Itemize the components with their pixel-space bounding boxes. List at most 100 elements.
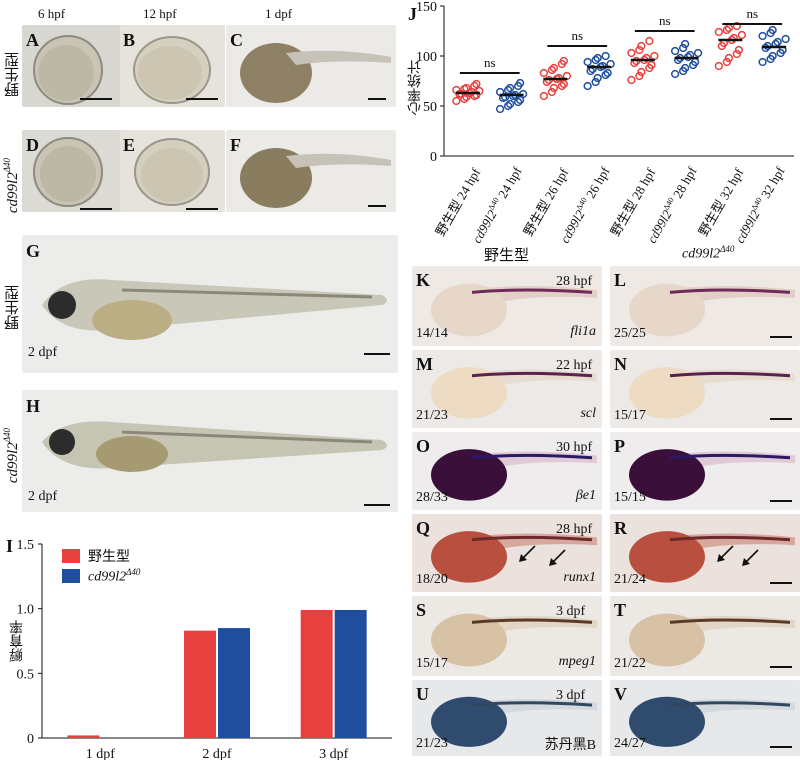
scale-bar xyxy=(770,666,792,668)
scale-bar xyxy=(186,98,218,100)
data-point xyxy=(637,41,646,51)
panel-G-side-label: 野生型 xyxy=(5,285,21,330)
ish-gene: mpeg1 xyxy=(558,654,596,669)
data-point xyxy=(503,85,513,95)
y-tick-label: 50 xyxy=(423,100,437,115)
panel-label-N: N xyxy=(614,354,627,374)
panel-K-image xyxy=(412,266,602,346)
data-point xyxy=(591,55,600,65)
scale-bar xyxy=(770,582,792,584)
ish-count-right: 21/22 xyxy=(614,656,646,671)
ish-gene: fli1a xyxy=(570,324,596,339)
legend-label: 野生型 xyxy=(88,550,130,565)
panel-label-Q: Q xyxy=(416,518,431,538)
panel-A-image xyxy=(22,25,122,107)
ish-count-left: 14/14 xyxy=(416,326,448,341)
data-point xyxy=(603,68,612,78)
data-point xyxy=(768,51,777,61)
chart-J: 0 50 100 150 ns ns ns ns xyxy=(416,0,794,162)
data-point xyxy=(588,64,597,74)
chart-I: 0 0.5 1.0 1.5 1 dpf 2 dpf 3 dpf xyxy=(17,538,392,760)
ish-count-right: 21/24 xyxy=(614,572,646,587)
row-label-wt: 野生型 xyxy=(5,52,21,97)
panel-label-C: C xyxy=(230,30,243,50)
ish-stage: 28 hpf xyxy=(556,522,593,537)
ish-count-left: 21/23 xyxy=(416,736,448,751)
panel-label-S: S xyxy=(416,600,427,620)
panel-B-image xyxy=(120,25,225,107)
data-point xyxy=(470,81,479,91)
arrow-icon xyxy=(742,549,759,566)
data-point xyxy=(642,53,651,63)
panel-label-P: P xyxy=(614,436,625,456)
data-point xyxy=(539,68,549,78)
bar xyxy=(184,630,216,738)
panel-V-image xyxy=(610,680,800,756)
data-point xyxy=(773,37,782,47)
y-tick-label: 1.0 xyxy=(17,603,35,618)
data-point xyxy=(627,75,636,85)
y-tick-label: 100 xyxy=(416,50,437,65)
data-point xyxy=(500,92,510,102)
data-point xyxy=(539,91,549,101)
data-point xyxy=(593,73,602,83)
y-tick-label: 0 xyxy=(430,150,437,162)
panel-label-D: D xyxy=(26,135,39,155)
legend-item-wt: 野生型 xyxy=(62,546,140,566)
scale-bar xyxy=(770,500,792,502)
data-point xyxy=(768,25,777,35)
panel-G-image xyxy=(22,235,398,373)
data-point xyxy=(462,83,471,93)
data-point xyxy=(724,53,734,63)
data-point xyxy=(680,39,690,49)
y-tick-label: 0 xyxy=(27,732,34,747)
bar xyxy=(300,609,333,738)
data-point xyxy=(647,60,656,70)
scale-bar xyxy=(368,205,386,207)
ish-count-right: 15/15 xyxy=(614,490,646,505)
data-point xyxy=(693,48,703,58)
panel-E-image xyxy=(120,130,225,212)
legend-swatch xyxy=(62,569,80,583)
panel-H-image xyxy=(22,390,398,512)
panel-R-image xyxy=(610,514,800,592)
ish-gene: runx1 xyxy=(563,570,596,585)
bar xyxy=(334,609,367,738)
scale-bar xyxy=(770,336,792,338)
data-point xyxy=(678,43,688,53)
data-point xyxy=(549,83,559,93)
panel-H-stage: 2 dpf xyxy=(28,489,58,504)
arrow-icon xyxy=(717,545,734,562)
data-point xyxy=(557,81,567,91)
data-point xyxy=(781,34,790,44)
panel-U-image xyxy=(412,680,602,756)
panel-M-image xyxy=(412,350,602,428)
scale-bar xyxy=(770,418,792,420)
panel-label-V: V xyxy=(614,684,627,704)
ish-col-left-header: 野生型 xyxy=(484,248,530,264)
data-point xyxy=(549,63,559,73)
header-12hpf: 12 hpf xyxy=(143,6,177,21)
panel-F-image xyxy=(226,130,396,212)
x-tick-label: 3 dpf xyxy=(319,747,349,760)
data-point xyxy=(645,36,654,46)
data-point xyxy=(495,104,505,114)
scale-bar xyxy=(770,746,792,748)
data-point xyxy=(601,70,610,80)
ish-stage: 22 hpf xyxy=(556,358,593,373)
significance-label: ns xyxy=(746,6,758,21)
data-point xyxy=(547,87,557,97)
ish-count-left: 15/17 xyxy=(416,656,448,671)
panel-label-F: F xyxy=(230,135,241,155)
data-point xyxy=(758,31,767,41)
panel-label-L: L xyxy=(614,270,627,290)
significance-label: ns xyxy=(484,55,496,70)
data-point xyxy=(673,55,683,65)
significance-label: ns xyxy=(659,13,671,28)
data-point xyxy=(583,57,592,67)
data-point xyxy=(635,45,644,55)
ish-stage: 28 hpf xyxy=(556,274,593,289)
legend-item-mut: cd99l2Δ40 xyxy=(62,566,140,586)
ish-count-left: 21/23 xyxy=(416,408,448,423)
x-tick-label: 1 dpf xyxy=(86,747,116,760)
